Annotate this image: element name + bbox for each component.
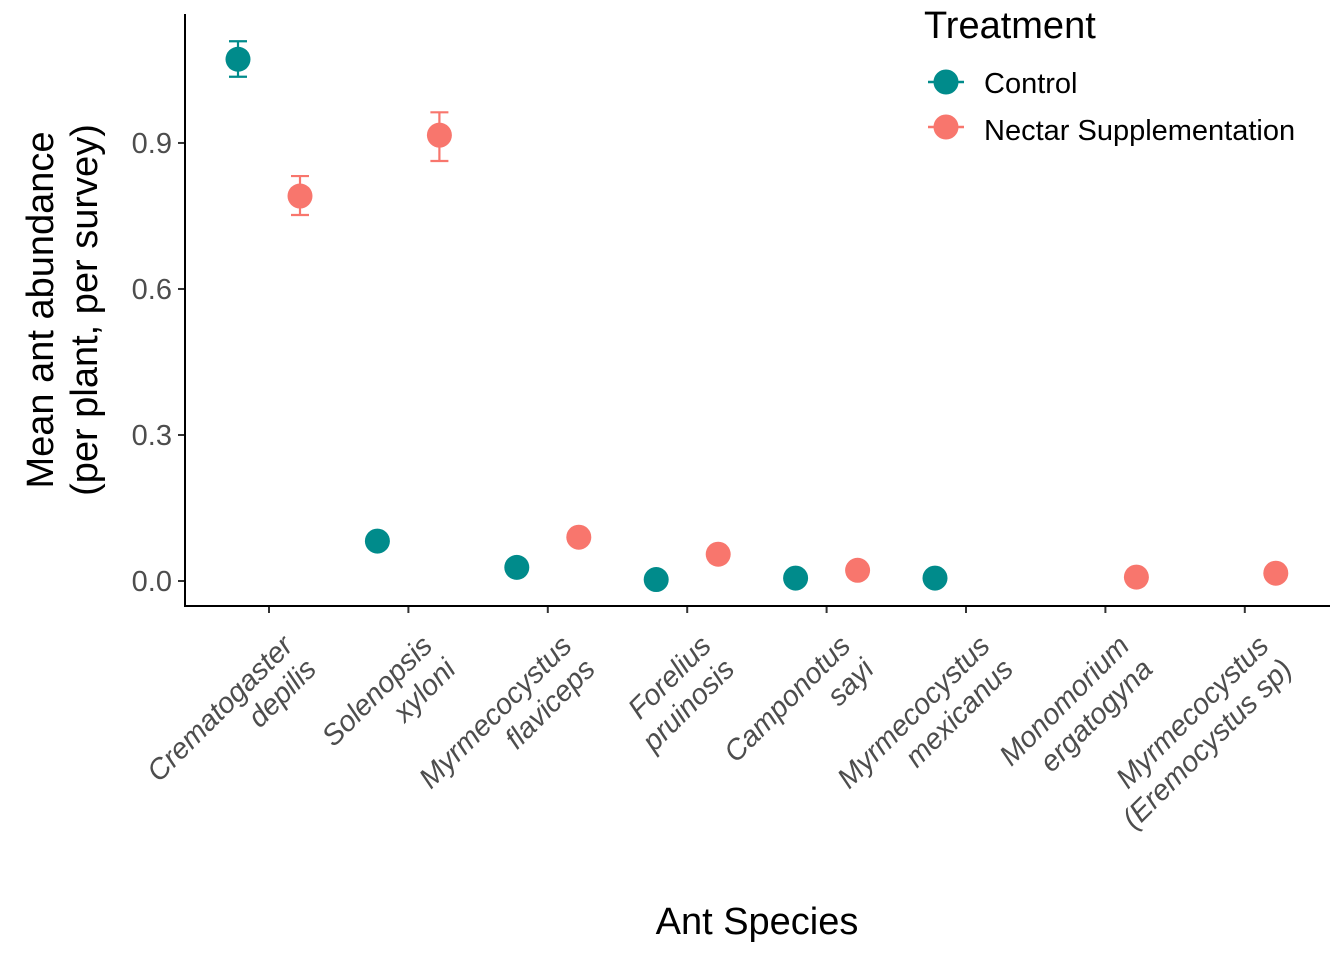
- data-point-nectar: [1263, 560, 1289, 586]
- y-axis-title-line-1: Mean ant abundance: [20, 131, 62, 488]
- data-points: [225, 40, 1289, 593]
- data-point-control: [643, 567, 669, 593]
- y-axis-ticks: 0.0 0.3 0.6 0.9: [132, 128, 185, 598]
- point-marker: [1263, 560, 1289, 586]
- point-marker: [504, 554, 530, 580]
- legend-key-point-nectar: [933, 114, 959, 140]
- y-axis-title-line-2: (per plant, per survey): [64, 124, 106, 496]
- data-point-control: [783, 565, 809, 591]
- y-tick-label: 0.9: [132, 128, 172, 160]
- point-marker: [643, 567, 669, 593]
- data-point-nectar: [705, 541, 731, 567]
- legend-key-point-control: [933, 69, 959, 95]
- point-marker: [1123, 564, 1149, 590]
- legend-item-nectar: Nectar Supplementation: [928, 114, 1295, 147]
- data-point-control: [364, 528, 390, 554]
- data-point-control: [225, 40, 251, 78]
- x-axis-ticks: CrematogasterdepilisSolenopsisxyloniMyrm…: [141, 606, 1299, 835]
- point-marker: [225, 46, 251, 72]
- x-axis-title: Ant Species: [656, 901, 859, 943]
- y-tick-label: 0.6: [132, 274, 172, 306]
- point-marker: [705, 541, 731, 567]
- point-marker: [845, 557, 871, 583]
- data-point-control: [922, 565, 948, 591]
- point-marker: [426, 122, 452, 148]
- data-point-nectar: [426, 111, 452, 163]
- data-point-nectar: [287, 174, 313, 217]
- point-marker: [566, 524, 592, 550]
- legend-label-nectar: Nectar Supplementation: [984, 115, 1295, 147]
- legend: Treatment Control Nectar Supplementation: [924, 5, 1295, 147]
- point-marker: [783, 565, 809, 591]
- data-point-nectar: [845, 557, 871, 583]
- y-tick-label: 0.3: [132, 420, 172, 452]
- legend-label-control: Control: [984, 68, 1078, 100]
- point-marker: [364, 528, 390, 554]
- data-point-nectar: [1123, 564, 1149, 590]
- data-point-control: [504, 554, 530, 580]
- y-axis-title: Mean ant abundance (per plant, per surve…: [20, 124, 106, 496]
- data-point-nectar: [566, 524, 592, 550]
- point-marker: [287, 183, 313, 209]
- legend-title: Treatment: [924, 5, 1096, 47]
- legend-item-control: Control: [928, 68, 1078, 100]
- y-tick-label: 0.0: [132, 566, 172, 598]
- point-marker: [922, 565, 948, 591]
